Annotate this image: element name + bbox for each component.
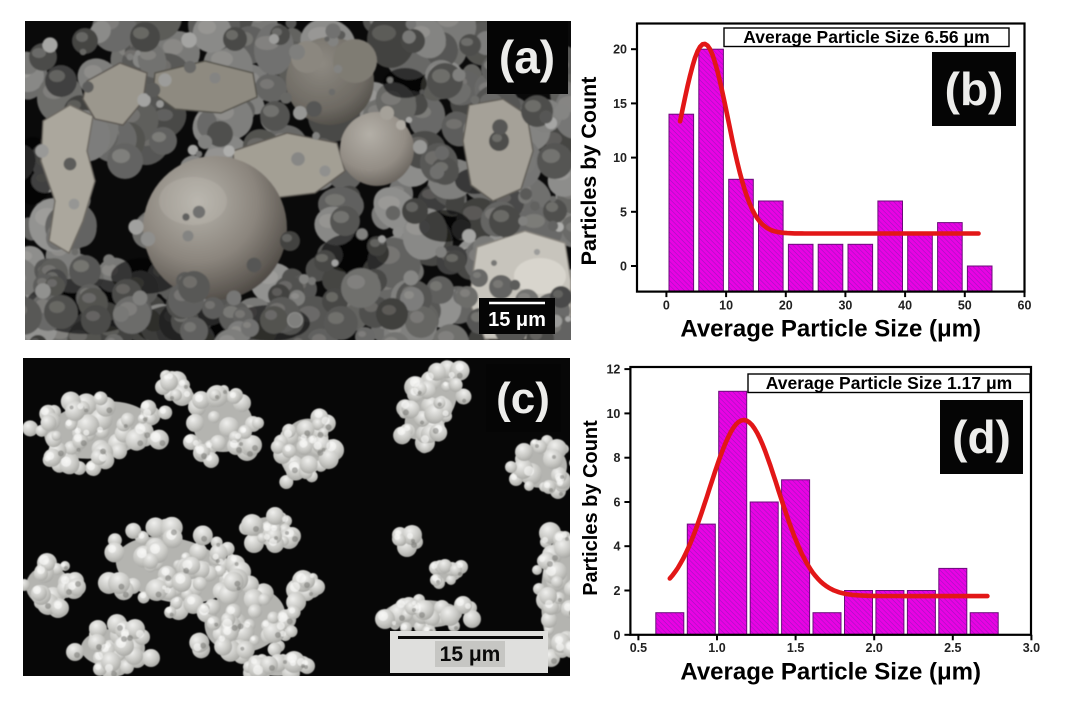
svg-text:10: 10	[719, 299, 733, 313]
svg-text:(d): (d)	[952, 411, 1011, 463]
svg-text:12: 12	[606, 363, 620, 377]
svg-text:Average Particle Size 6.56 μm: Average Particle Size 6.56 μm	[743, 27, 989, 47]
svg-text:Particles by Count: Particles by Count	[577, 77, 601, 266]
svg-text:1.5: 1.5	[787, 641, 804, 655]
svg-text:10: 10	[613, 151, 627, 165]
svg-text:Average Particle Size (μm): Average Particle Size (μm)	[680, 316, 981, 343]
svg-text:Particles by Count: Particles by Count	[580, 420, 602, 596]
svg-text:0: 0	[620, 260, 627, 274]
svg-text:2: 2	[613, 584, 620, 598]
svg-text:20: 20	[613, 43, 627, 57]
svg-text:60: 60	[1018, 299, 1032, 313]
svg-text:15 μm: 15 μm	[440, 643, 501, 666]
svg-text:40: 40	[898, 299, 912, 313]
svg-text:1.0: 1.0	[708, 641, 725, 655]
svg-text:Average Particle Size (μm): Average Particle Size (μm)	[680, 659, 981, 686]
svg-text:20: 20	[779, 299, 793, 313]
svg-text:3.0: 3.0	[1023, 641, 1040, 655]
svg-text:0: 0	[613, 628, 620, 642]
svg-text:8: 8	[613, 451, 620, 465]
svg-text:0.5: 0.5	[630, 641, 647, 655]
svg-text:(a): (a)	[499, 31, 555, 83]
svg-text:Average Particle Size 1.17 μm: Average Particle Size 1.17 μm	[766, 373, 1012, 393]
svg-text:5: 5	[620, 205, 627, 219]
svg-text:15 μm: 15 μm	[488, 309, 546, 331]
svg-text:2.0: 2.0	[866, 641, 883, 655]
svg-text:2.5: 2.5	[944, 641, 961, 655]
svg-text:(c): (c)	[496, 374, 550, 423]
svg-text:15: 15	[613, 97, 627, 111]
svg-text:6: 6	[613, 496, 620, 510]
svg-text:(b): (b)	[945, 63, 1004, 115]
svg-text:10: 10	[606, 407, 620, 421]
svg-text:0: 0	[663, 299, 670, 313]
svg-text:4: 4	[613, 540, 620, 554]
svg-text:30: 30	[838, 299, 852, 313]
svg-text:50: 50	[958, 299, 972, 313]
